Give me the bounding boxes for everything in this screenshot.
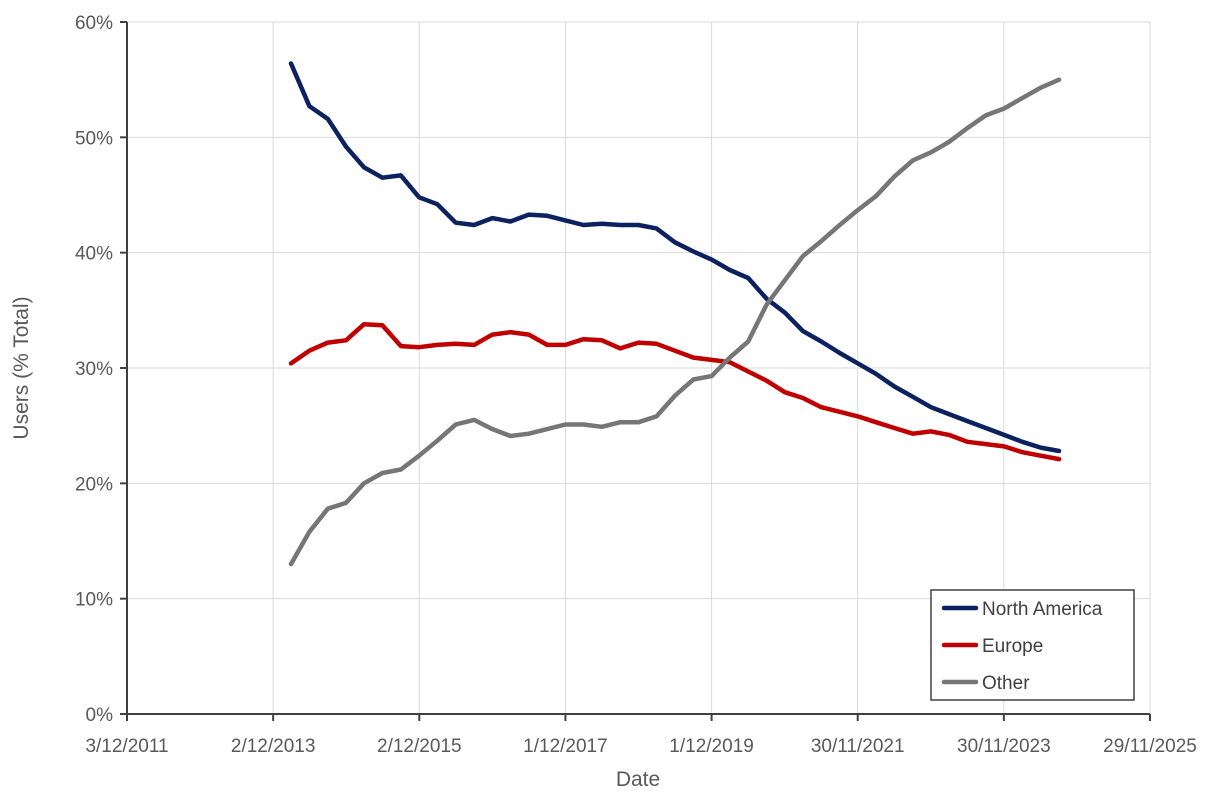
y-tick-label: 50% [75, 128, 113, 149]
legend-label-other: Other [982, 673, 1030, 694]
x-tick-label: 3/12/2011 [85, 736, 168, 757]
legend-label-europe: Europe [982, 636, 1043, 657]
y-tick-label: 10% [75, 590, 113, 611]
legend: North America Europe Other [930, 589, 1135, 701]
series-line-europe [288, 321, 1062, 462]
x-tick-label: 1/12/2019 [669, 736, 754, 757]
series-lines [288, 61, 1062, 567]
y-tick-label: 40% [75, 244, 113, 265]
axes [120, 21, 1151, 721]
y-axis-title: Users (% Total) [10, 296, 33, 439]
tick-labels: 0% 10% 20% 30% 40% 50% 60% 3/12/2011 2/12/2013 2/… [75, 13, 1197, 757]
gridlines [127, 21, 1151, 714]
x-tick-label: 2/12/2013 [231, 736, 316, 757]
x-tick-label: 30/11/2021 [811, 736, 905, 757]
x-tick-label: 30/11/2023 [957, 736, 1051, 757]
x-tick-label: 2/12/2015 [377, 736, 462, 757]
series-line-north-america [288, 61, 1062, 454]
x-tick-label: 29/11/2025 [1103, 736, 1197, 757]
y-tick-label: 60% [75, 13, 113, 34]
legend-label-north-america: North America [982, 599, 1103, 620]
y-tick-label: 30% [75, 359, 113, 380]
y-tick-label: 0% [86, 705, 114, 726]
x-tick-label: 1/12/2017 [523, 736, 608, 757]
series-line-other [288, 77, 1062, 567]
y-tick-label: 20% [75, 474, 113, 495]
x-axis-title: Date [616, 768, 660, 791]
